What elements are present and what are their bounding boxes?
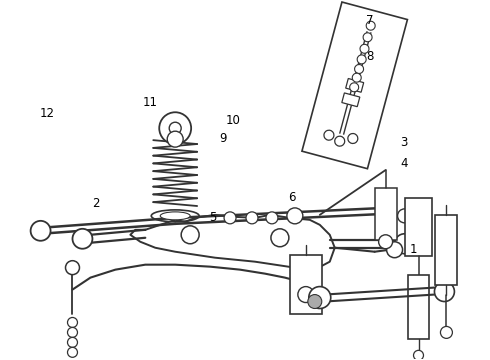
Circle shape	[167, 131, 183, 147]
Bar	[408, 275, 429, 339]
Bar	[342, 93, 360, 107]
Circle shape	[68, 318, 77, 328]
Circle shape	[363, 33, 372, 42]
Circle shape	[271, 229, 289, 247]
Circle shape	[298, 287, 314, 302]
Circle shape	[287, 208, 303, 224]
Circle shape	[352, 73, 361, 82]
Circle shape	[30, 221, 50, 241]
Bar	[405, 198, 433, 256]
Circle shape	[181, 226, 199, 244]
Circle shape	[350, 83, 359, 92]
Circle shape	[376, 202, 393, 220]
Circle shape	[246, 212, 258, 224]
Circle shape	[357, 55, 366, 64]
Text: 11: 11	[142, 96, 157, 109]
Text: 8: 8	[366, 50, 373, 63]
Circle shape	[266, 212, 278, 224]
Circle shape	[355, 64, 364, 73]
Circle shape	[397, 209, 412, 223]
Text: 2: 2	[92, 197, 100, 210]
Circle shape	[324, 130, 334, 140]
Ellipse shape	[151, 210, 199, 222]
Circle shape	[366, 21, 375, 30]
Circle shape	[302, 280, 318, 296]
Circle shape	[335, 136, 344, 146]
Circle shape	[66, 261, 79, 275]
Bar	[345, 78, 364, 92]
Text: 9: 9	[219, 132, 227, 145]
Circle shape	[387, 242, 403, 258]
Circle shape	[159, 112, 191, 144]
Circle shape	[309, 287, 331, 309]
Circle shape	[169, 122, 181, 134]
Bar	[436, 215, 457, 285]
Text: 1: 1	[410, 243, 417, 256]
Circle shape	[308, 294, 322, 309]
Circle shape	[441, 327, 452, 338]
Text: 3: 3	[400, 136, 408, 149]
Text: 12: 12	[40, 107, 54, 120]
Bar	[290, 255, 322, 315]
Circle shape	[360, 44, 369, 53]
Text: 10: 10	[225, 114, 240, 127]
Circle shape	[68, 337, 77, 347]
Bar	[375, 188, 396, 240]
Text: 5: 5	[210, 211, 217, 224]
Circle shape	[348, 134, 358, 144]
Circle shape	[224, 212, 236, 224]
Circle shape	[68, 328, 77, 337]
Circle shape	[68, 347, 77, 357]
Text: 6: 6	[288, 191, 295, 204]
Text: 4: 4	[400, 157, 408, 170]
Ellipse shape	[160, 212, 190, 220]
Circle shape	[379, 235, 392, 249]
Bar	[302, 2, 408, 169]
Circle shape	[73, 229, 93, 249]
Circle shape	[435, 282, 454, 302]
Text: 7: 7	[366, 14, 373, 27]
Circle shape	[394, 234, 415, 254]
Circle shape	[414, 350, 423, 360]
